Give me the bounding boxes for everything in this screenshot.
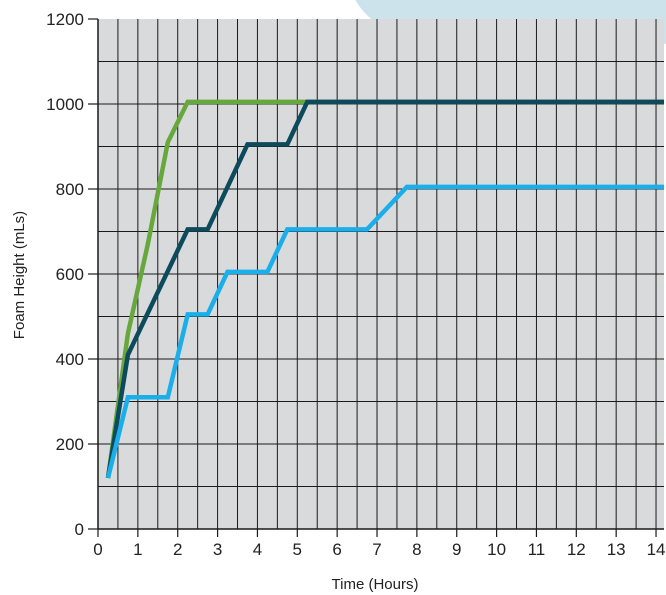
y-tick-label: 1200 [46, 10, 84, 29]
x-tick-label: 4 [253, 540, 262, 559]
x-tick-label: 5 [293, 540, 302, 559]
y-tick-label: 800 [56, 180, 84, 199]
x-tick-label: 8 [412, 540, 421, 559]
x-tick-label: 2 [173, 540, 182, 559]
x-tick-label: 13 [607, 540, 626, 559]
y-tick-label: 200 [56, 435, 84, 454]
series-line-2 [105, 99, 664, 479]
x-tick-label: 3 [213, 540, 222, 559]
x-tick-label: 9 [452, 540, 461, 559]
y-axis-title: Foam Height (mLs) [11, 211, 28, 339]
x-tick-label: 14 [647, 540, 666, 559]
x-tick-label: 10 [487, 540, 506, 559]
x-axis-title: Time (Hours) [332, 576, 419, 593]
x-tick-label: 12 [567, 540, 586, 559]
y-tick-label: 600 [56, 265, 84, 284]
y-tick-labels: 0 200 400 600 800 1000 1200 [46, 10, 84, 539]
x-tick-label: 7 [372, 540, 381, 559]
series-lines [105, 99, 664, 479]
x-tick-label: 6 [332, 540, 341, 559]
x-tick-label: 11 [528, 540, 546, 559]
axes [88, 18, 664, 537]
series-line-1 [105, 99, 664, 479]
x-tick-label: 1 [133, 540, 142, 559]
x-tick-labels: 0 1 2 3 4 5 6 7 8 9 10 11 12 13 14 [93, 540, 665, 559]
y-tick-label: 400 [56, 350, 84, 369]
y-tick-label: 1000 [46, 95, 84, 114]
y-tick-label: 0 [75, 520, 84, 539]
x-tick-label: 0 [93, 540, 102, 559]
series-line-3 [105, 184, 664, 479]
